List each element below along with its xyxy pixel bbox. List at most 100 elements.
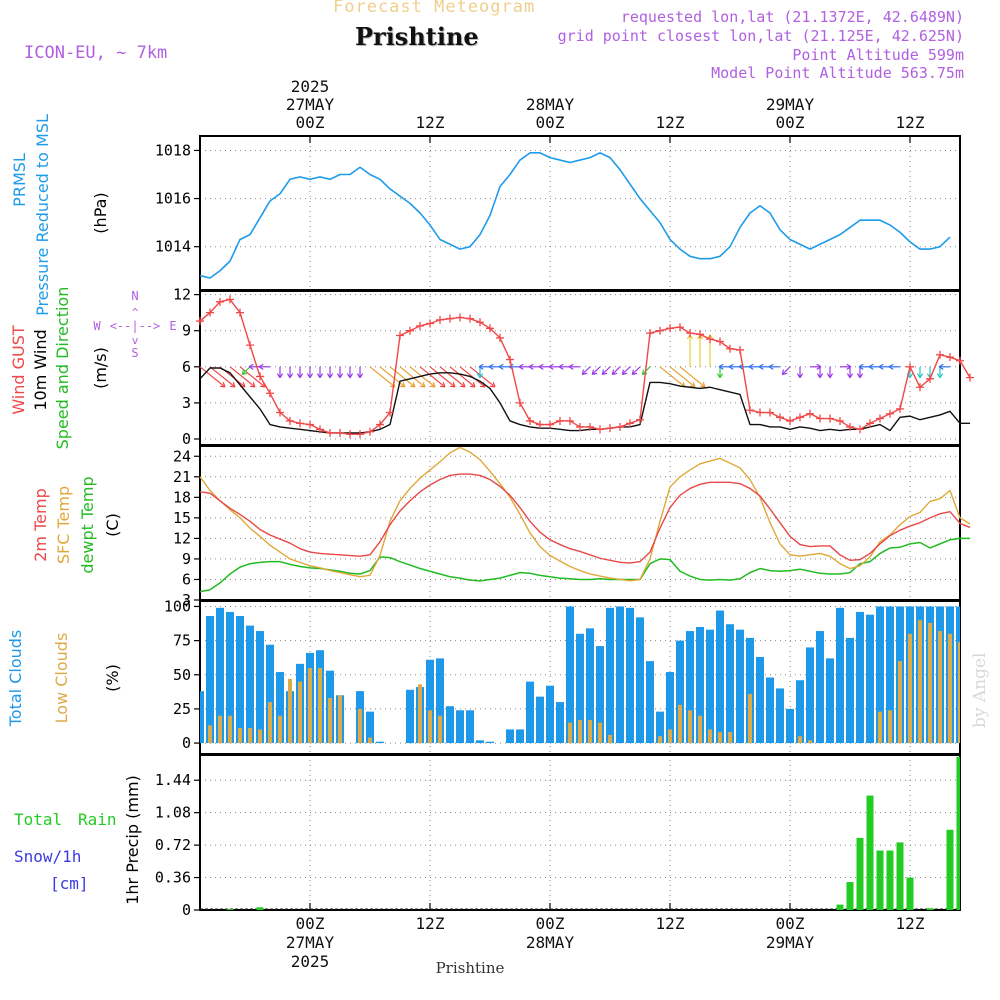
precip-ytick-label-1: 0.36 <box>155 869 191 887</box>
total-clouds-label: Total Clouds <box>6 630 25 728</box>
total-cloud-bar <box>556 702 564 744</box>
low-cloud-bar <box>288 678 292 744</box>
wind-arrow <box>449 366 476 388</box>
total-cloud-bar <box>206 616 214 744</box>
wind-arrow <box>336 366 344 379</box>
precip-panel: 0 0.36 0.72 1.08 1.44 <box>155 754 961 919</box>
wind-arrow <box>346 366 354 379</box>
rain-bar <box>956 756 960 910</box>
wind10m-line <box>199 367 970 434</box>
wind-arrow <box>936 366 944 379</box>
low-cloud-bar <box>608 734 612 744</box>
total-cloud-bar <box>826 658 834 744</box>
total-cloud-bar <box>576 633 584 744</box>
total-cloud-bar <box>436 658 444 744</box>
clouds-ytick-label-0: 0 <box>182 734 191 752</box>
precip-ytick-label-3: 1.08 <box>155 804 191 822</box>
gust-marker <box>406 326 414 335</box>
pressure-ytick-label-0: 1014 <box>155 238 191 256</box>
wind-arrow <box>409 366 436 388</box>
wind-ytick-label-3: 9 <box>182 322 191 340</box>
wind-dir-label: Speed and Direction <box>53 287 72 450</box>
gust-marker <box>906 362 914 371</box>
wind-arrow <box>826 366 834 379</box>
top-time-label-5: 12Z <box>896 113 925 132</box>
wind-frame <box>199 290 961 446</box>
compass-cross: <--|--> <box>110 319 161 333</box>
gust-marker <box>796 413 804 422</box>
wind-arrow <box>858 363 870 370</box>
low-cloud-bar <box>888 710 892 744</box>
total-label: Total <box>14 810 62 829</box>
total-cloud-bar <box>366 711 374 744</box>
gust-marker <box>676 323 684 332</box>
wind-arrow <box>728 363 740 370</box>
wind-arrow <box>716 366 724 379</box>
rain-bar <box>906 877 914 910</box>
gust-marker <box>486 324 494 333</box>
wind-arrow <box>591 366 601 376</box>
chart-subtitle: Forecast Meteogram <box>333 0 536 17</box>
temp-unit: (C) <box>103 513 122 537</box>
gust-marker <box>356 430 364 439</box>
gust-marker <box>556 416 564 425</box>
total-cloud-bar <box>756 657 764 744</box>
low-cloud-bar <box>248 728 252 744</box>
low-cloud-bar <box>228 715 232 744</box>
rain-bar <box>876 850 884 910</box>
gust-marker <box>646 329 654 338</box>
gust-marker <box>226 295 234 304</box>
rain-bar <box>866 795 874 910</box>
total-cloud-bar <box>726 624 734 744</box>
gust-markers <box>196 295 974 439</box>
gust-marker <box>446 314 454 323</box>
low-cloud-bar <box>748 693 752 744</box>
rain-bar <box>896 842 904 910</box>
gust-marker <box>346 430 354 439</box>
low-cloud-bar <box>278 715 282 744</box>
gust-marker <box>816 414 824 423</box>
gust-marker <box>896 404 904 413</box>
total-cloud-bar <box>456 710 464 744</box>
low-cloud-bar <box>958 641 960 744</box>
wind-arrow <box>356 366 364 379</box>
low-cloud-bar <box>208 725 212 744</box>
wind-arrow <box>316 366 324 379</box>
total-cloud-bar <box>516 729 524 744</box>
bottom-time-label-5: 12Z <box>896 914 925 933</box>
gust-marker <box>766 408 774 417</box>
low-cloud-bar <box>218 715 222 744</box>
gust-marker <box>806 409 814 418</box>
temperature-panel: 3 6 9 12 15 18 21 24 <box>173 445 961 609</box>
total-cloud-bar <box>856 611 864 744</box>
rain-bar <box>226 909 234 911</box>
total-cloud-bar <box>706 629 714 744</box>
total-cloud-bar <box>616 606 624 744</box>
total-cloud-bar <box>466 710 474 744</box>
bottom-date-label-0: 27MAY <box>286 933 335 952</box>
wind-arrow <box>768 363 780 370</box>
total-cloud-bar <box>746 637 754 744</box>
gust-marker <box>206 308 214 317</box>
bottom-date-label-2: 28MAY <box>526 933 575 952</box>
wind-ytick-label-2: 6 <box>182 358 191 376</box>
low-cloud-bar <box>428 710 432 744</box>
wind-arrow <box>810 363 822 370</box>
wind-arrow <box>209 366 236 388</box>
wind-arrow <box>840 363 852 370</box>
low-cloud-bar <box>678 704 682 744</box>
cm-label: [cm] <box>50 874 89 893</box>
wind-arrow <box>581 366 591 376</box>
bottom-time-label-2: 00Z <box>536 914 565 933</box>
rain-bar <box>926 908 934 910</box>
low-cloud-bar <box>898 661 902 744</box>
gust-marker <box>916 383 924 392</box>
wind-arrow <box>868 363 880 370</box>
total-cloud-bar <box>866 614 874 744</box>
wind-arrow <box>528 363 540 370</box>
gust-marker <box>326 428 334 437</box>
total-cloud-bar <box>536 696 544 744</box>
pressure-frame <box>199 135 961 291</box>
wind-arrow <box>369 366 396 388</box>
top-time-label-3: 12Z <box>656 113 685 132</box>
